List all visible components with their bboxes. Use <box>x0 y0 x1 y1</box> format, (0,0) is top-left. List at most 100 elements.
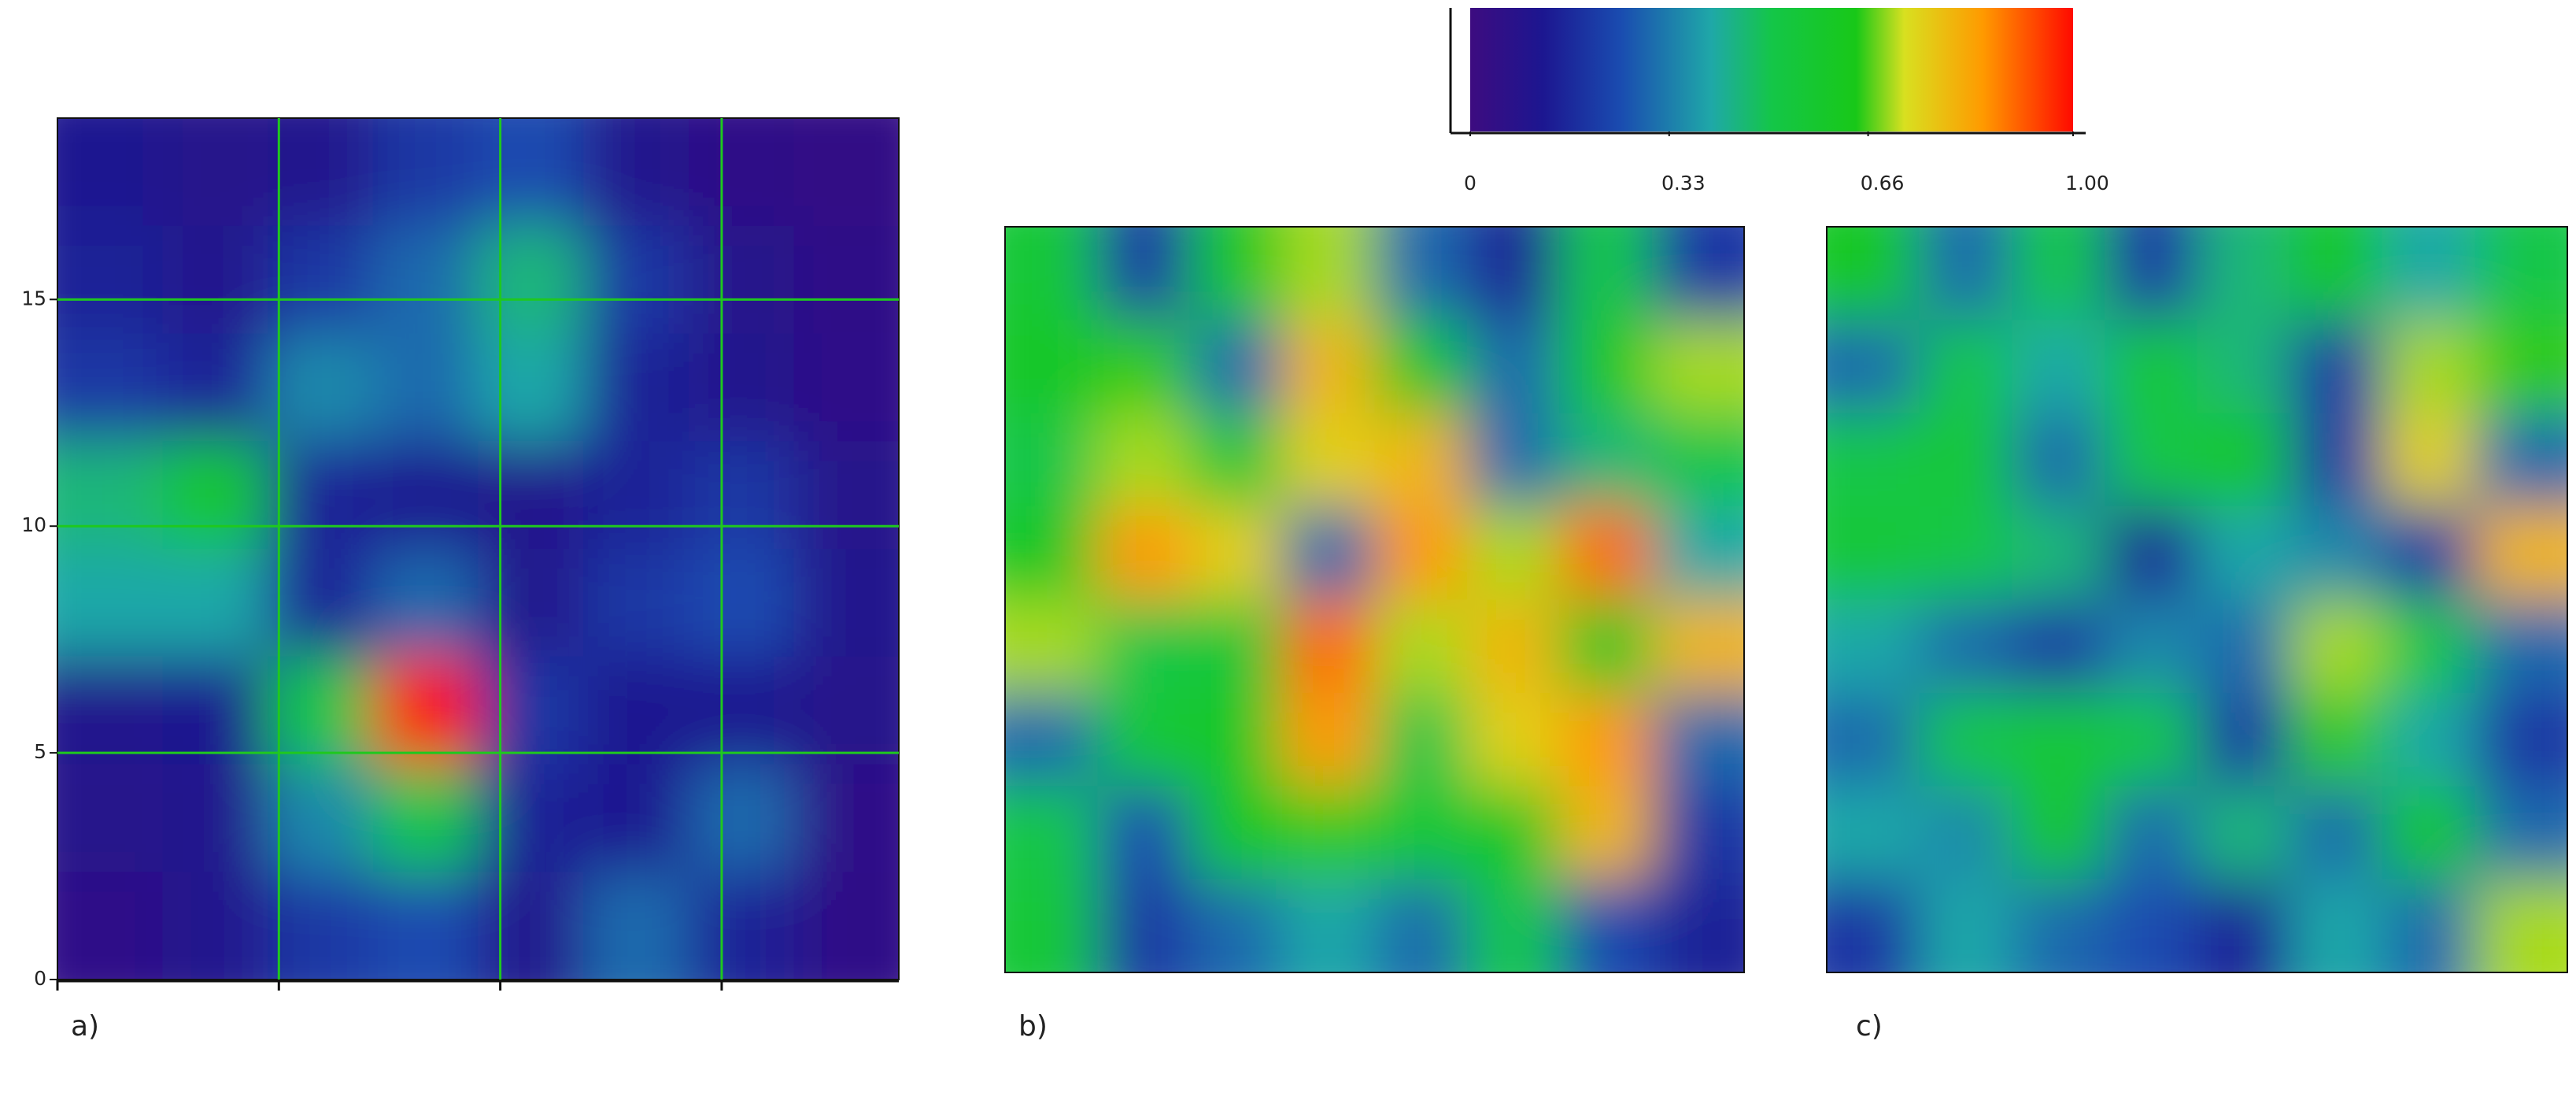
heatmap-cell <box>1651 599 1744 694</box>
heatmap-cell <box>57 656 164 765</box>
heatmap-cell <box>688 872 795 980</box>
heatmap-cell <box>1097 599 1191 694</box>
heatmap-cell <box>1189 599 1284 694</box>
heatmap-cell <box>162 118 269 227</box>
heatmap-cell <box>2290 786 2383 880</box>
heatmap-cell <box>583 333 689 443</box>
heatmap-cell <box>688 441 795 550</box>
heatmap-cell <box>793 549 899 657</box>
heatmap-cell <box>1919 879 2013 972</box>
heatmap-cell <box>1374 413 1468 508</box>
heatmap-cell <box>1189 227 1284 321</box>
heatmap-cell <box>2382 879 2476 972</box>
heatmap-cell <box>268 656 374 765</box>
heatmap-cell <box>2474 599 2567 694</box>
y-tick-label: 0 <box>34 967 46 990</box>
heatmap-cell <box>1374 320 1468 414</box>
heatmap-cell <box>2197 320 2291 414</box>
heatmap-cell <box>1097 227 1191 321</box>
heatmap-cell <box>2474 320 2567 414</box>
heatmap-cell <box>1282 506 1376 601</box>
heatmap-cell <box>478 118 585 227</box>
heatmap-cell <box>1466 786 1561 880</box>
heatmap-cell <box>372 118 479 227</box>
heatmap-cell <box>268 441 374 550</box>
heatmap-cell <box>1189 413 1284 508</box>
heatmap-cell <box>793 656 899 765</box>
heatmap-cell <box>57 549 164 657</box>
heatmap-cell <box>1651 786 1744 880</box>
heatmap <box>1005 227 1744 972</box>
heatmap-cell <box>2104 227 2198 321</box>
heatmap-field <box>57 118 899 980</box>
heatmap-cell <box>2012 786 2105 880</box>
heatmap-cell <box>1827 227 1920 321</box>
heatmap-cell <box>372 764 479 873</box>
heatmap-cell <box>583 225 689 335</box>
heatmap-cell <box>2290 692 2383 787</box>
heatmap-cell <box>372 333 479 443</box>
colorbar-tick-label: 0.66 <box>1861 172 1905 194</box>
heatmap-cell <box>162 225 269 335</box>
heatmap-cell <box>1919 227 2013 321</box>
heatmap-cell <box>2382 413 2476 508</box>
heatmap-cell <box>1282 599 1376 694</box>
heatmap-cell <box>688 656 795 765</box>
heatmap-cell <box>1827 692 1920 787</box>
heatmap-cell <box>2382 506 2476 601</box>
heatmap-cell <box>1282 227 1376 321</box>
heatmap-cell <box>1466 320 1561 414</box>
heatmap-cell <box>2474 879 2567 972</box>
heatmap-cell <box>583 118 689 227</box>
heatmap-cell <box>478 872 585 980</box>
y-tick-label: 15 <box>21 287 46 309</box>
panel-frame <box>1004 226 1745 973</box>
panel-label: b) <box>1018 1010 1048 1043</box>
heatmap-cell <box>1466 879 1561 972</box>
heatmap-cell <box>57 764 164 873</box>
heatmap-cell <box>2474 506 2567 601</box>
heatmap-cell <box>1466 692 1561 787</box>
heatmap-cell <box>1097 413 1191 508</box>
heatmap-cell <box>1005 879 1099 972</box>
colorbar-tick-label: 0.33 <box>1661 172 1706 194</box>
heatmap-cell <box>1282 879 1376 972</box>
heatmap-cell <box>1559 786 1653 880</box>
heatmap-cell <box>1097 692 1191 787</box>
heatmap-cell <box>2104 599 2198 694</box>
heatmap-cell <box>1559 692 1653 787</box>
heatmap-cell <box>162 333 269 443</box>
heatmap-cell <box>2474 413 2567 508</box>
heatmap-cell <box>1189 879 1284 972</box>
heatmap-cell <box>372 225 479 335</box>
heatmap-cell <box>2012 227 2105 321</box>
heatmap-cell <box>583 441 689 550</box>
heatmap-cell <box>1919 692 2013 787</box>
heatmap-cell <box>2290 227 2383 321</box>
heatmap-cell <box>793 225 899 335</box>
heatmap-cell <box>2012 692 2105 787</box>
heatmap-cell <box>2012 413 2105 508</box>
heatmap-cell <box>478 333 585 443</box>
heatmap-cell <box>2290 320 2383 414</box>
heatmap-cell <box>1374 879 1468 972</box>
heatmap-cell <box>478 225 585 335</box>
heatmap-cell <box>2104 879 2198 972</box>
heatmap-cell <box>1005 413 1099 508</box>
heatmap-cell <box>688 225 795 335</box>
heatmap-cell <box>57 225 164 335</box>
heatmap-cell <box>478 656 585 765</box>
heatmap-cell <box>1097 879 1191 972</box>
heatmap-cell <box>1827 879 1920 972</box>
heatmap-cell <box>268 872 374 980</box>
heatmap-cell <box>1005 786 1099 880</box>
heatmap-cell <box>1374 506 1468 601</box>
heatmap-cell <box>268 118 374 227</box>
heatmap-cell <box>1005 692 1099 787</box>
heatmap-cell <box>1374 227 1468 321</box>
heatmap-cell <box>478 764 585 873</box>
heatmap-cell <box>2104 320 2198 414</box>
heatmap-cell <box>268 225 374 335</box>
heatmap-cell <box>583 764 689 873</box>
colorbar-tick-label: 0 <box>1464 172 1476 194</box>
